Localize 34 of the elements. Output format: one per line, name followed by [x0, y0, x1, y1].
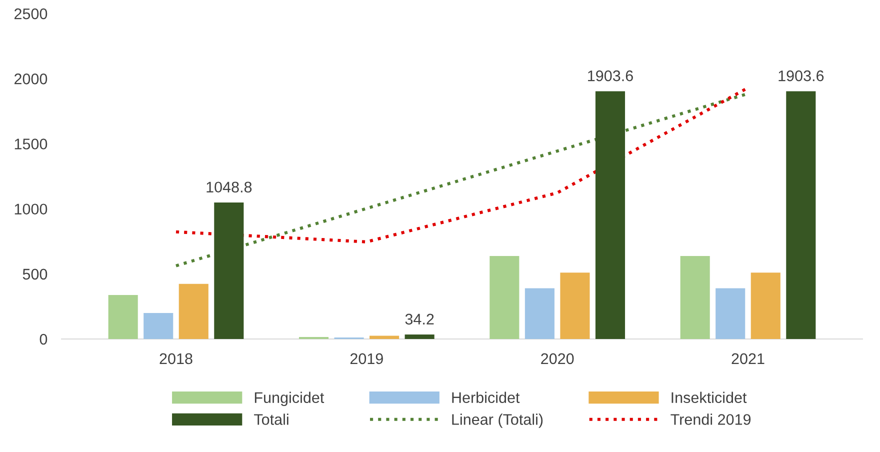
bar [750, 272, 780, 339]
bar [595, 91, 626, 339]
bar [560, 272, 590, 339]
y-tick-label: 1500 [14, 138, 48, 150]
bar [108, 295, 138, 339]
bar [404, 334, 434, 339]
legend-label: Fungicidet [254, 392, 324, 406]
y-tick-label: 1000 [14, 204, 48, 215]
legend-label: Linear (Totali) [452, 414, 543, 428]
data-label: 1048.8 [206, 182, 252, 193]
bar [680, 256, 710, 339]
y-tick-label: 500 [22, 268, 48, 280]
bar [524, 288, 554, 339]
x-tick-label: 2020 [541, 353, 574, 364]
bar [144, 312, 174, 339]
bar [490, 256, 520, 339]
x-tick-label: 2019 [350, 353, 383, 364]
data-label: 34.2 [405, 314, 434, 325]
y-tick-label: 2000 [14, 74, 48, 84]
bar [716, 288, 746, 339]
y-tick-label: 2500 [14, 8, 48, 20]
y-tick-label: 0 [40, 334, 48, 345]
x-tick-label: 2018 [160, 353, 192, 364]
x-tick-label: 2021 [732, 353, 764, 364]
legend-label: Herbicidet [452, 392, 520, 404]
data-label: 1903.6 [778, 70, 824, 82]
bar [786, 91, 816, 339]
legend-label: Trendi 2019 [670, 414, 751, 425]
bar [178, 284, 208, 339]
bar [370, 336, 400, 339]
data-label: 1903.6 [588, 70, 633, 82]
legend-label: Insekticidet [672, 392, 747, 404]
legend-label: Totali [254, 414, 288, 425]
bar [214, 202, 244, 339]
